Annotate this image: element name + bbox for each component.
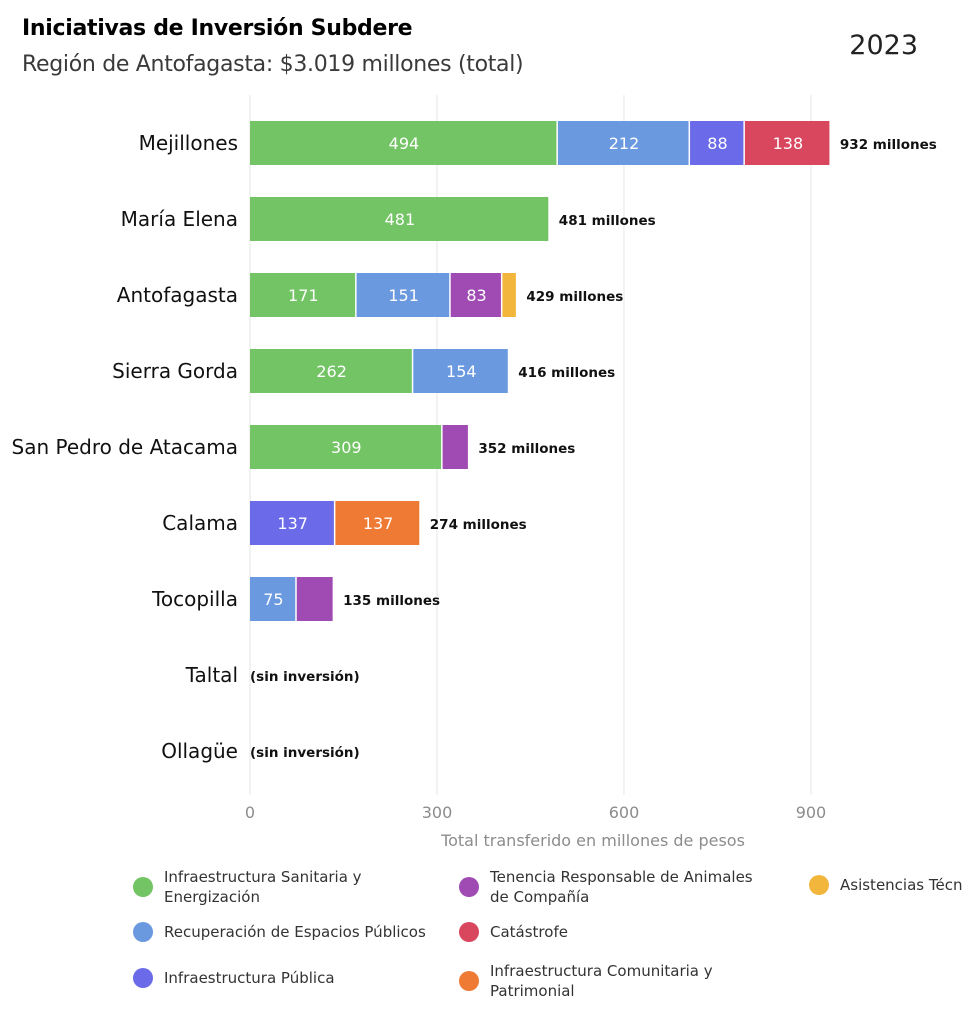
category-label: San Pedro de Atacama — [12, 435, 238, 459]
segment-value-label: 262 — [316, 362, 347, 381]
bar-segment — [690, 121, 744, 165]
bar-segment — [442, 425, 468, 469]
bar-segment — [296, 577, 333, 621]
category-label: María Elena — [121, 207, 238, 231]
legend-swatch — [459, 971, 479, 991]
total-label: 932 millones — [840, 137, 937, 153]
legend-label: Tenencia Responsable de Animales de Comp… — [490, 868, 753, 906]
total-label: 416 millones — [518, 365, 615, 381]
legend-label: Asistencias Técn — [840, 876, 963, 894]
segment-value-label: 481 — [385, 210, 416, 229]
legend-item: Tenencia Responsable de Animales de Comp… — [459, 867, 770, 907]
total-label: (sin inversión) — [250, 669, 360, 685]
x-tick-label: 0 — [245, 803, 255, 822]
x-tick-label: 600 — [609, 803, 640, 822]
total-label: (sin inversión) — [250, 745, 360, 761]
total-label: 274 millones — [430, 517, 527, 533]
category-label: Calama — [162, 511, 238, 535]
legend-item: Infraestructura Sanitaria y Energización — [133, 867, 444, 907]
bar-segment — [250, 121, 557, 165]
category-label: Tocopilla — [151, 587, 238, 611]
segment-value-label: 212 — [609, 134, 640, 153]
segment-value-label: 88 — [707, 134, 727, 153]
x-axis-title: Total transferido en millones de pesos — [440, 831, 745, 850]
legend-label: Infraestructura Comunitaria y Patrimonia… — [490, 962, 713, 1000]
legend-label: Recuperación de Espacios Públicos — [164, 923, 426, 941]
bar-segment — [744, 121, 830, 165]
segment-value-label: 137 — [277, 514, 308, 533]
legend-item: Recuperación de Espacios Públicos — [133, 922, 444, 942]
total-label: 135 millones — [343, 593, 440, 609]
legend-label: Infraestructura Sanitaria y Energización — [164, 868, 362, 906]
bar-segment — [450, 273, 501, 317]
legend-label: Infraestructura Pública — [164, 969, 335, 987]
category-label: Mejillones — [139, 131, 238, 155]
segment-value-label: 171 — [288, 286, 319, 305]
legend-swatch — [133, 968, 153, 988]
category-label: Antofagasta — [117, 283, 238, 307]
stacked-bar-chart: 0 300 600 900 Total transferido en millones … — [12, 95, 937, 850]
year-label: 2023 — [849, 30, 918, 61]
legend-swatch — [809, 875, 829, 895]
total-label: 352 millones — [478, 441, 575, 457]
category-label: Taltal — [185, 663, 238, 687]
bar-segment — [502, 273, 516, 317]
segment-value-label: 494 — [389, 134, 420, 153]
legend-swatch — [459, 877, 479, 897]
bar-segment — [557, 121, 689, 165]
x-tick-label: 900 — [796, 803, 827, 822]
bar-segment — [250, 273, 356, 317]
legend-item: Infraestructura Comunitaria y Patrimonia… — [459, 961, 770, 1001]
legend-swatch — [459, 922, 479, 942]
segment-value-label: 138 — [773, 134, 804, 153]
chart-title: Iniciativas de Inversión Subdere — [22, 16, 413, 41]
bar-segment — [250, 197, 549, 241]
total-label: 481 millones — [559, 213, 656, 229]
bar-segment — [250, 501, 334, 545]
segment-value-label: 154 — [446, 362, 477, 381]
segment-value-label: 309 — [331, 438, 362, 457]
category-label: Sierra Gorda — [112, 359, 238, 383]
total-label: 429 millones — [526, 289, 623, 305]
segment-value-label: 75 — [263, 590, 283, 609]
x-tick-label: 300 — [422, 803, 453, 822]
legend-item: Infraestructura Pública — [133, 968, 444, 988]
segment-value-label: 83 — [466, 286, 486, 305]
legend-item: Asistencias Técn — [809, 875, 964, 895]
legend-swatch — [133, 877, 153, 897]
bar-segment — [250, 425, 442, 469]
chart-subtitle: Región de Antofagasta: $3.019 millones (… — [22, 52, 524, 77]
bar-segment — [250, 349, 412, 393]
segment-value-label: 151 — [388, 286, 419, 305]
segment-value-label: 137 — [363, 514, 394, 533]
category-label: Ollagüe — [161, 739, 238, 763]
bar-segment — [413, 349, 508, 393]
bar-segment — [356, 273, 450, 317]
legend-label: Catástrofe — [490, 923, 568, 941]
legend-item: Catástrofe — [459, 922, 770, 942]
bar-segment — [335, 501, 420, 545]
bar-segment — [250, 577, 296, 621]
legend-swatch — [133, 922, 153, 942]
